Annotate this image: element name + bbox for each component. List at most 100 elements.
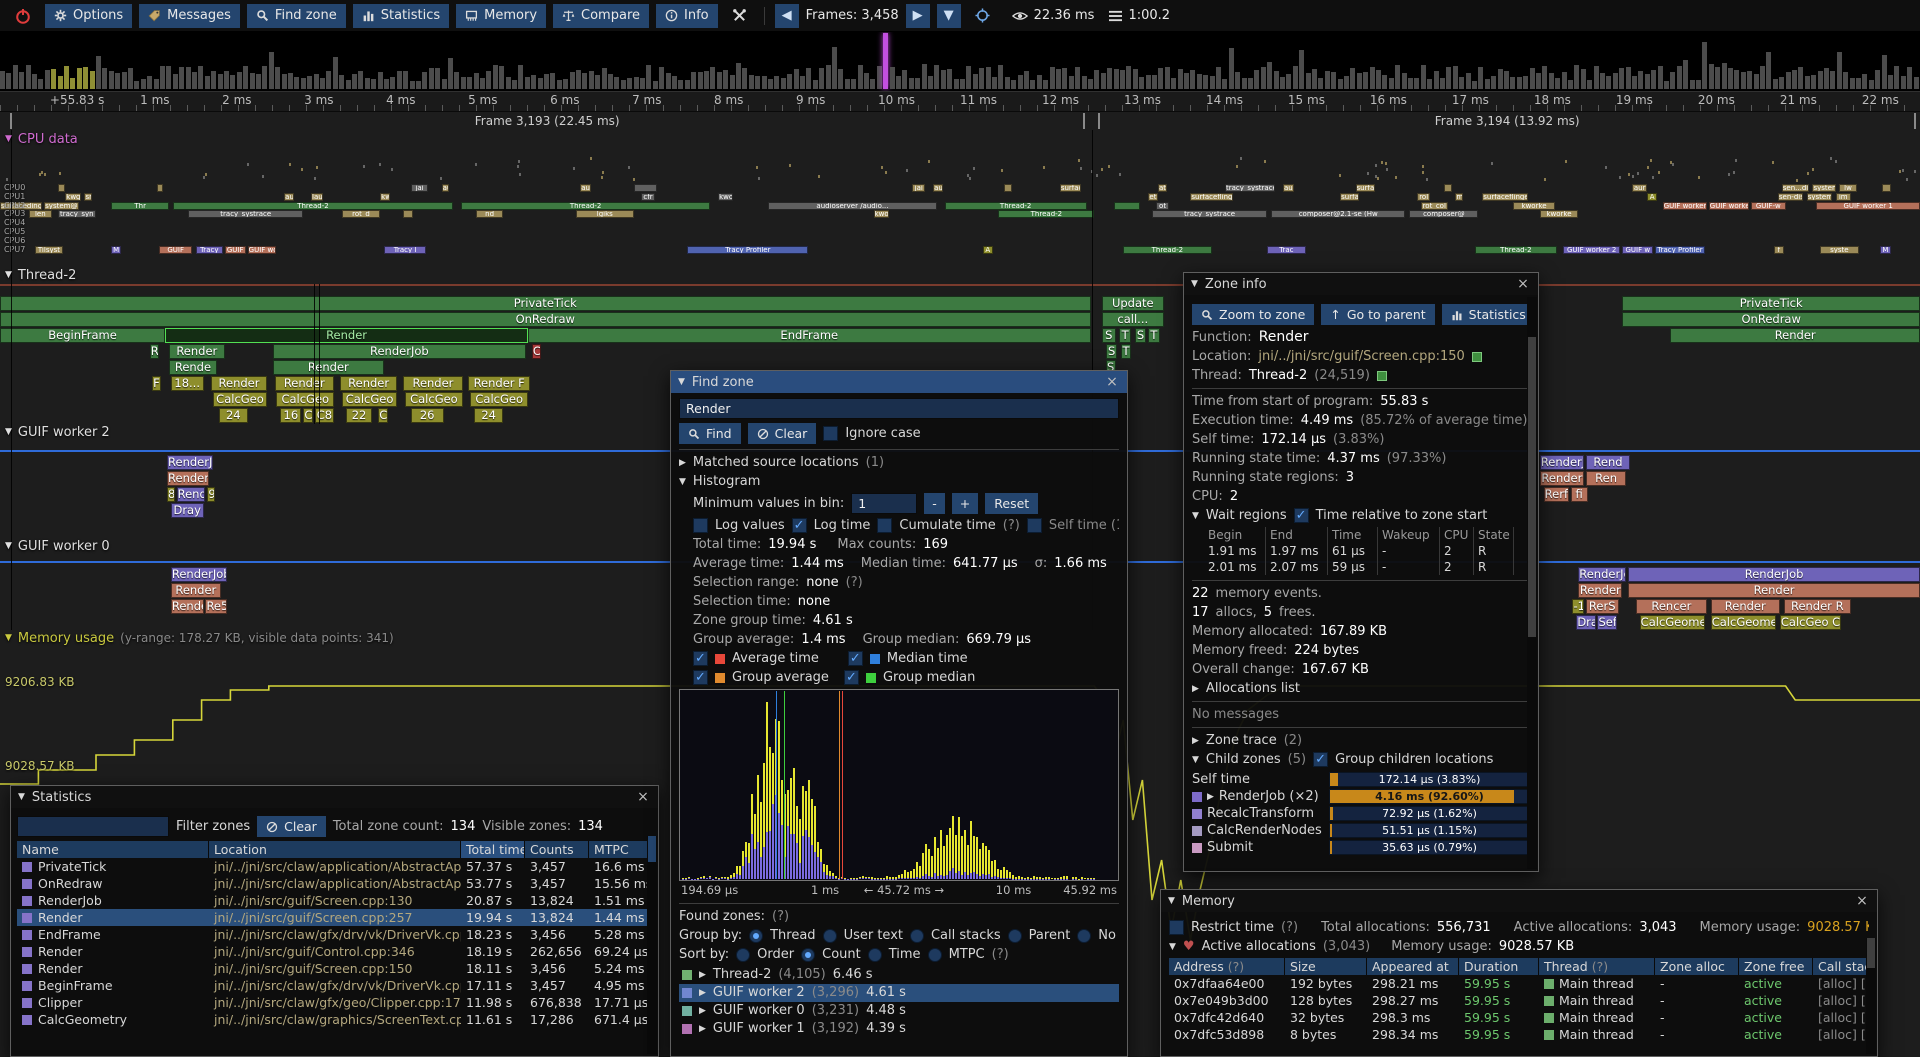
thread-header[interactable]: ▼ GUIF worker 0	[5, 539, 110, 554]
allocation-row[interactable]: 0x7e049b3d00 128 bytes 298.27 ms 59.95 s Mai…	[1169, 992, 1869, 1009]
frame-minimap-bar[interactable]	[76, 67, 82, 89]
sort-by-radio[interactable]	[867, 947, 882, 962]
cpu-zone[interactable]: GUIF worker 2	[1562, 245, 1621, 254]
frame-minimap-bar[interactable]	[1056, 68, 1061, 89]
find-zone-histogram[interactable]	[679, 689, 1119, 881]
frame-minimap-bar[interactable]	[1868, 80, 1874, 89]
timeline-zone[interactable]: Sef	[1597, 615, 1617, 630]
frame-minimap-bar[interactable]	[409, 80, 415, 89]
timeline-zone[interactable]: 22	[345, 408, 373, 423]
frame-minimap-bar[interactable]	[1331, 72, 1337, 89]
frame-minimap-bar[interactable]	[166, 65, 172, 89]
timeline-zone[interactable]: S	[1105, 344, 1118, 359]
frame-minimap-bar[interactable]	[1657, 66, 1663, 89]
timeline-zone[interactable]: CalcGeomet	[1710, 615, 1776, 630]
frame-minimap-bar[interactable]	[396, 70, 402, 89]
timeline-zone[interactable]: C	[303, 408, 313, 423]
group-by-radio[interactable]	[909, 928, 924, 943]
frame-minimap-bar[interactable]	[614, 77, 620, 89]
cpu-zone[interactable]: surfa	[1355, 184, 1375, 192]
active-allocations-toggle[interactable]: ▼ ♥ Active allocations (3,043) Memory usa…	[1169, 939, 1575, 954]
cpu-zone[interactable]: cfr	[641, 192, 655, 201]
frame-minimap-bar[interactable]	[249, 72, 255, 89]
frame-minimap-bar[interactable]	[1299, 49, 1305, 89]
frame-minimap-bar[interactable]	[1248, 77, 1253, 89]
frame-minimap-bar[interactable]	[947, 68, 953, 89]
frame-minimap-bar[interactable]	[1644, 74, 1650, 89]
frame-minimap-bar[interactable]	[960, 78, 965, 89]
frame-minimap-bar[interactable]	[377, 71, 383, 89]
frame-minimap-bar[interactable]	[1907, 67, 1913, 89]
timeline-zone[interactable]: RenderJol	[1578, 567, 1627, 582]
timeline-zone[interactable]: Update	[1102, 296, 1164, 311]
cpu-zone[interactable]: ot	[1155, 201, 1170, 210]
allocations-list-toggle[interactable]: ▶ Allocations list	[1192, 681, 1301, 696]
frame-minimap-bar[interactable]	[723, 70, 729, 89]
allocation-row[interactable]: 0x7dfc53d898 8 bytes 298.34 ms 59.95 s Main …	[1169, 1026, 1869, 1043]
timeline-zone[interactable]: Render	[272, 360, 384, 375]
frame-minimap-bar[interactable]	[185, 67, 191, 89]
column-header[interactable]: Appeared at	[1367, 958, 1459, 975]
frame-minimap-bar[interactable]	[1804, 76, 1810, 89]
frame-minimap-bar[interactable]	[928, 76, 933, 89]
close-icon[interactable]: ×	[1106, 374, 1118, 390]
frame-minimap-bar[interactable]	[825, 65, 831, 89]
cpu-zone[interactable]	[633, 184, 657, 192]
timeline-zone[interactable]: RerS	[1585, 599, 1619, 614]
column-header[interactable]: Size	[1285, 958, 1367, 975]
frame-minimap-bar[interactable]	[838, 69, 844, 89]
frame-minimap-bar[interactable]	[345, 79, 351, 89]
zone-info-titlebar[interactable]: ▼ Zone info ×	[1184, 273, 1538, 295]
frame-minimap-bar[interactable]	[1676, 66, 1682, 89]
frame-minimap-bar[interactable]	[633, 76, 639, 89]
timeline-zone[interactable]: RenderJ	[1539, 455, 1584, 470]
frame-minimap-bar[interactable]	[1318, 77, 1324, 89]
frame-minimap-bar[interactable]	[1664, 80, 1669, 89]
frame-minimap-bar[interactable]	[230, 75, 236, 89]
frame-minimap-bar[interactable]	[736, 63, 741, 89]
cpu-zone[interactable]: tracy_systrace	[1224, 184, 1275, 192]
frame-minimap-bar[interactable]	[1273, 70, 1279, 89]
frame-minimap-bar[interactable]	[544, 74, 549, 89]
cpu-zone[interactable]: A	[983, 245, 993, 254]
frame-minimap-bar[interactable]	[1171, 78, 1177, 89]
group-by-radio[interactable]	[749, 928, 764, 943]
statistics-row[interactable]: CalcGeometry jni/../jni/src/claw/graphics…	[17, 1011, 652, 1028]
cpu-zone[interactable]: Tracy	[195, 245, 223, 254]
timeline-zone[interactable]: Render	[170, 583, 221, 598]
relative-time-checkbox[interactable]	[1293, 508, 1309, 523]
cpu-zone[interactable]: im	[1835, 192, 1851, 201]
cpu-zone[interactable]: f	[1774, 245, 1784, 254]
sort-by-radio[interactable]	[927, 947, 942, 962]
frame-minimap-bar[interactable]	[486, 70, 492, 89]
frame-minimap-bar[interactable]	[1708, 63, 1714, 89]
frame-minimap-bar[interactable]	[1222, 78, 1228, 89]
frame-minimap-bar[interactable]	[806, 67, 812, 89]
timeline-zone[interactable]: Render F	[468, 376, 530, 391]
scrollbar[interactable]	[1866, 938, 1876, 1054]
log-values-checkbox[interactable]	[693, 518, 708, 533]
frame-minimap-bar[interactable]	[774, 76, 780, 89]
frame-minimap-bar[interactable]	[857, 65, 863, 89]
cpu-zone[interactable]	[1004, 184, 1012, 192]
frame-minimap-bar[interactable]	[1363, 72, 1369, 89]
memory-button[interactable]: Memory	[456, 3, 547, 28]
options-button[interactable]: Options	[45, 3, 133, 28]
frame-minimap-bar[interactable]	[1625, 66, 1631, 89]
frame-minimap-bar[interactable]	[102, 68, 108, 89]
frame-minimap-bar[interactable]	[243, 65, 249, 89]
frame-minimap-bar[interactable]	[1132, 68, 1138, 89]
frame-minimap-bar[interactable]	[1766, 51, 1772, 89]
frame-minimap-bar[interactable]	[1113, 68, 1119, 89]
frame-minimap-bar[interactable]	[492, 65, 498, 89]
frame-minimap-bar[interactable]	[1395, 65, 1401, 89]
frame-minimap-bar[interactable]	[332, 56, 338, 89]
frame-minimap-bar[interactable]	[755, 75, 761, 89]
frame-minimap-bar[interactable]	[582, 72, 588, 89]
column-header[interactable]: Location	[209, 841, 461, 858]
ignore-case-checkbox[interactable]	[823, 426, 839, 441]
group-by-radio[interactable]	[1077, 928, 1092, 943]
timeline-zone[interactable]: Render	[167, 471, 210, 486]
cpu-zone[interactable]: lau	[311, 192, 323, 201]
timeline-zone[interactable]: 24	[474, 408, 504, 423]
